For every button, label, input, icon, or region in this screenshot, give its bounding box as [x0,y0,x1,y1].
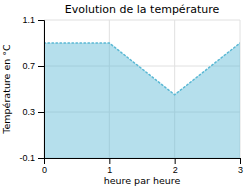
y-axis-tick: -0.1 [19,153,44,163]
y-axis-tick-mark [38,66,44,67]
y-axis-tick-label: 1.1 [22,15,35,25]
chart-container: 0 1 2 3 -0.1 0.3 0.7 1.1 Evolution de la tempéra… [0,0,250,188]
x-axis-tick-mark [175,158,176,164]
area [44,43,240,158]
x-axis-line [45,159,241,165]
y-axis-line [38,21,45,159]
chart-svg: 0 1 2 3 -0.1 0.3 0.7 1.1 Evolution de la tempéra… [0,0,250,188]
y-axis-tick-mark [38,20,44,21]
line [44,43,240,95]
x-axis-tick: 0 [42,158,47,175]
x-axis-title: heure par heure [104,175,181,186]
y-axis-tick: 0.3 [22,107,44,117]
x-axis-tick-label: 1 [107,165,112,175]
y-axis-tick-label: 0.3 [22,107,35,117]
y-axis-tick-label: 0.7 [22,61,35,71]
y-axis-tick: 0.7 [22,61,44,71]
x-axis-tick: 3 [238,158,243,175]
y-axis: -0.1 0.3 0.7 1.1 [19,15,44,163]
x-axis-tick: 2 [173,158,178,175]
plot-area: 0 1 2 3 -0.1 0.3 0.7 1.1 [19,15,243,175]
grid [44,20,240,158]
x-axis-tick-mark [240,158,241,164]
grid-line-y [44,20,240,21]
x-axis-tick-label: 3 [238,165,243,175]
y-axis-tick-mark [38,158,44,159]
x-axis-tick-label: 0 [42,165,47,175]
x-axis-tick: 1 [107,158,112,175]
title: Evolution de la température [65,3,220,16]
marks [44,43,240,158]
x-axis-tick-label: 2 [173,165,178,175]
y-axis-tick: 1.1 [22,15,44,25]
y-axis-tick-mark [38,112,44,113]
x-axis-tick-mark [109,158,110,164]
y-axis-tick-label: -0.1 [19,153,35,163]
y-axis-title: Température en °C [1,44,12,135]
x-axis: 0 1 2 3 [42,158,243,175]
